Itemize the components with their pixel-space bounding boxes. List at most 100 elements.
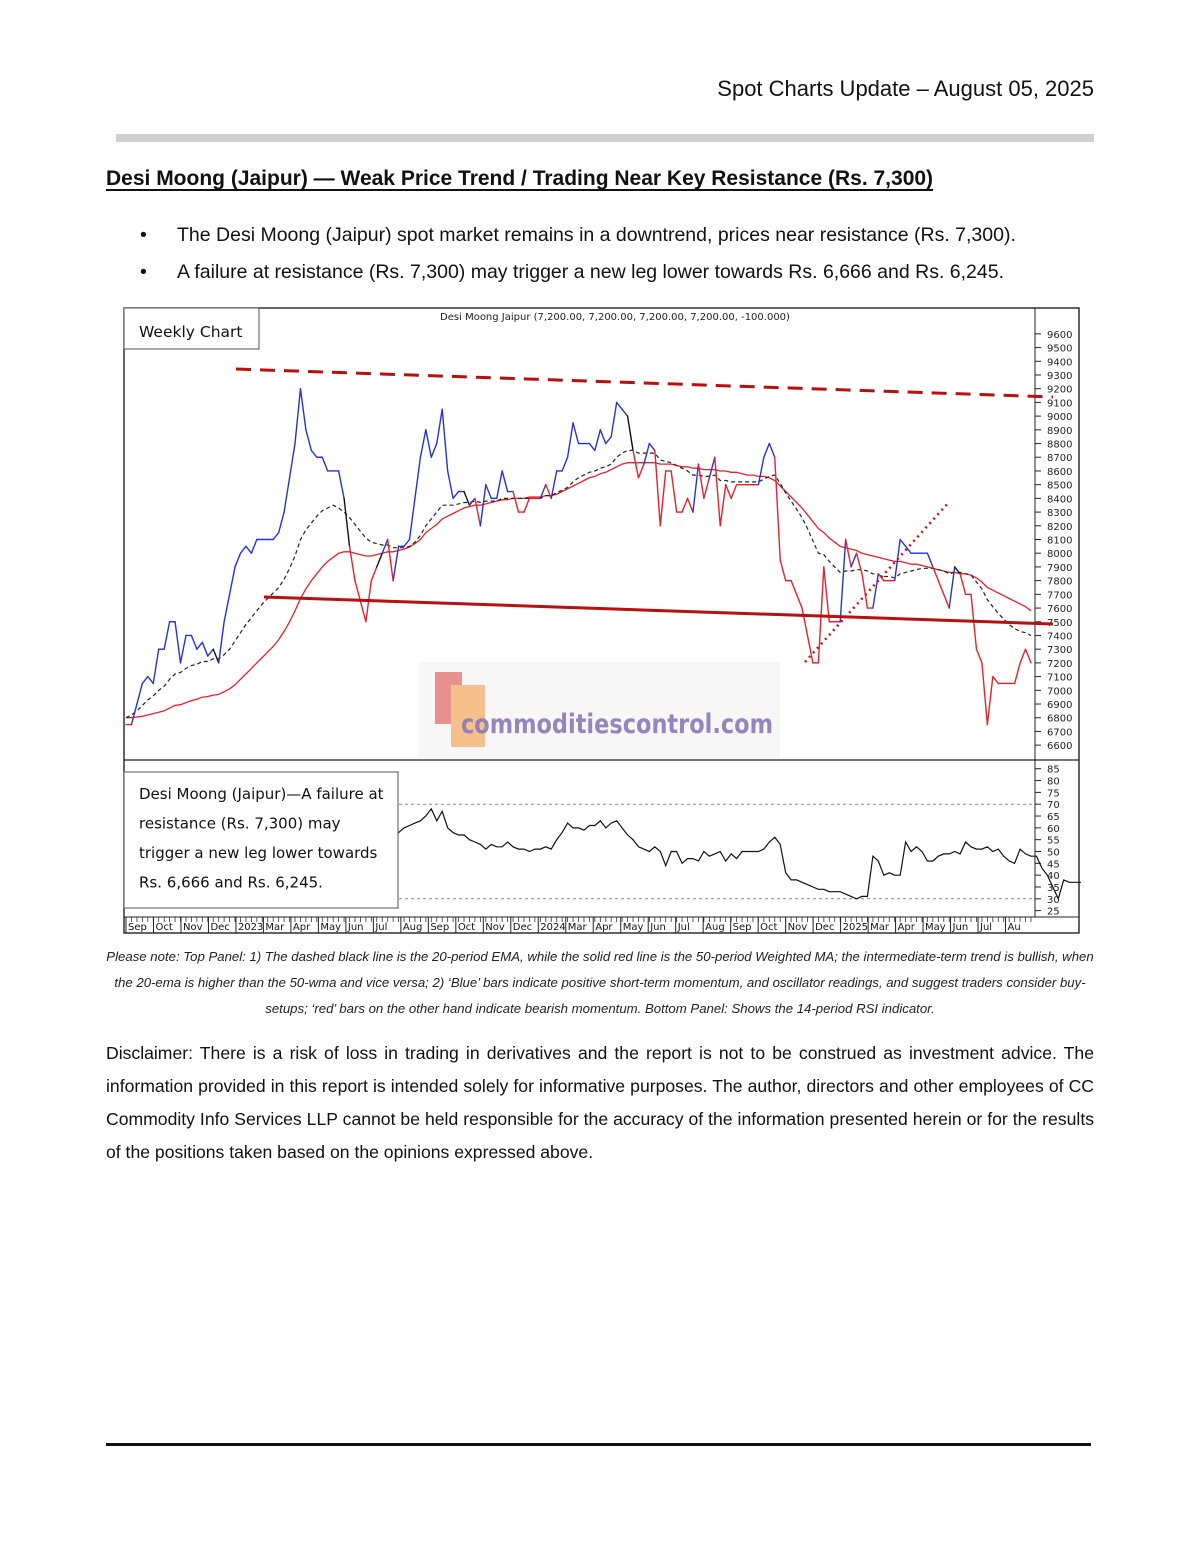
price-segment [861, 573, 869, 609]
month-label: May [320, 922, 341, 933]
price-segment [294, 387, 302, 445]
callout-line: Desi Moong (Jaipur)—A failure at [139, 785, 384, 803]
price-segment [228, 566, 236, 596]
price-axis-ticks: 9600 9500 9400 9300 9200 9100 9000 8900 8800 8700… [1035, 330, 1072, 752]
price-segment [943, 593, 950, 609]
month-label: Oct [458, 922, 475, 933]
price-segment [779, 559, 787, 582]
month-label: May [925, 922, 946, 933]
month-label: Oct [760, 922, 777, 933]
price-segment [299, 387, 307, 431]
price-segment [196, 641, 204, 650]
price-tick-label: 8700 [1047, 453, 1072, 464]
price-segment [877, 573, 885, 582]
rsi-tick-label: 25 [1047, 907, 1060, 918]
month-label: Nov [183, 922, 203, 933]
watermark-text: commoditiescontrol.com [461, 709, 773, 740]
rsi-tick-label: 30 [1047, 895, 1060, 906]
price-segment [321, 456, 329, 472]
price-tick-label: 9200 [1047, 385, 1072, 396]
chart-note: Please note: Top Panel: 1) The dashed bl… [106, 949, 1094, 1016]
price-tick-label: 9100 [1047, 398, 1072, 409]
price-segment [599, 429, 607, 445]
price-segment [697, 463, 705, 500]
month-label: Nov [788, 922, 808, 933]
price-segment [310, 449, 318, 458]
price-segment [523, 497, 531, 513]
price-segment [250, 538, 258, 554]
price-segment [463, 490, 471, 506]
callout-frame [123, 771, 399, 909]
month-label: Jun [347, 922, 364, 933]
price-segment [1019, 648, 1027, 664]
price-segment [212, 648, 220, 664]
price-segment [485, 483, 492, 500]
price-segment [381, 538, 389, 554]
price-tick-label: 8400 [1047, 494, 1072, 505]
callout-line: trigger a new leg lower towards [139, 844, 378, 862]
price-segment [479, 483, 487, 527]
price-tick-label: 8200 [1047, 522, 1072, 533]
price-segment [757, 456, 765, 486]
price-segment [572, 422, 580, 445]
watermark-logo-block [451, 685, 485, 747]
price-tick-label: 8000 [1047, 549, 1072, 560]
price-segment [277, 511, 285, 534]
price-segment [163, 621, 171, 650]
price-segment [932, 566, 940, 582]
summary-bullets: The Desi Moong (Jaipur) spot market rema… [140, 222, 1016, 296]
price-tick-label: 8500 [1047, 481, 1072, 492]
weekly-chart-label: Weekly Chart [139, 323, 242, 341]
price-segment [474, 497, 482, 527]
price-segment [239, 545, 247, 554]
rsi-tick-label: 80 [1047, 777, 1060, 788]
rsi-band-lines [399, 803, 1033, 900]
price-segment [408, 497, 416, 541]
callout-line: Rs. 6,666 and Rs. 6,245. [139, 874, 323, 892]
price-segment [179, 634, 187, 664]
price-segment [419, 429, 427, 458]
price-segment [844, 538, 852, 568]
price-tick-label: 7900 [1047, 563, 1072, 574]
callout-box: Desi Moong (Jaipur)—A failure at resistan… [123, 771, 399, 909]
price-segment [670, 470, 678, 513]
price-segment [790, 579, 798, 596]
price-segment [588, 442, 596, 452]
weekly-label-frame [123, 307, 260, 350]
month-label: Mar [870, 922, 890, 933]
price-segment [141, 675, 149, 685]
price-tick-label: 8600 [1047, 467, 1072, 478]
price-segment [855, 552, 863, 575]
price-segment [899, 538, 907, 548]
price-segment [724, 483, 732, 500]
month-label: Dec [815, 922, 834, 933]
price-segment [686, 497, 694, 513]
price-segment [496, 470, 503, 500]
month-label: May [623, 922, 644, 933]
month-label: Jul [677, 922, 690, 933]
price-tick-label: 9500 [1047, 344, 1072, 355]
price-segment [441, 408, 449, 472]
price-segment [561, 456, 569, 472]
price-segment [550, 470, 558, 500]
price-segment [343, 497, 351, 548]
report-header-title: Spot Charts Update – August 05, 2025 [717, 76, 1094, 101]
price-segment [894, 538, 901, 582]
price-tick-label: 8900 [1047, 426, 1072, 437]
price-tick-label: 9400 [1047, 357, 1072, 368]
month-label: Sep [430, 922, 449, 933]
month-label: Aug [705, 922, 725, 933]
price-segment [703, 477, 711, 500]
price-segment [425, 429, 433, 458]
month-label: Apr [595, 922, 613, 933]
price-segment [545, 483, 552, 500]
price-tick-label: 9600 [1047, 330, 1072, 341]
price-segment [446, 470, 454, 500]
price-segment [501, 470, 509, 493]
month-label: Nov [485, 922, 505, 933]
price-segment [659, 470, 667, 527]
price-tick-label: 7500 [1047, 618, 1072, 629]
price-tick-label: 7300 [1047, 645, 1072, 656]
price-segment [953, 566, 961, 575]
chart-header-text: Desi Moong Jaipur (7,200.00, 7,200.00, 7… [440, 312, 790, 323]
